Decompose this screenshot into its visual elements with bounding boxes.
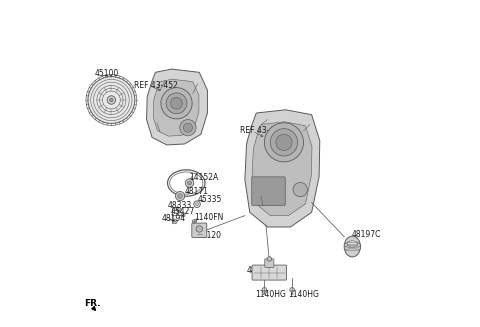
Text: 45427: 45427: [171, 207, 195, 216]
Circle shape: [107, 96, 116, 104]
Circle shape: [192, 219, 196, 223]
Circle shape: [276, 134, 292, 150]
Text: FR.: FR.: [84, 300, 101, 308]
FancyBboxPatch shape: [265, 259, 274, 267]
Circle shape: [195, 203, 199, 206]
Circle shape: [290, 287, 294, 292]
FancyBboxPatch shape: [192, 223, 207, 237]
Circle shape: [188, 181, 192, 185]
Polygon shape: [153, 79, 199, 136]
Polygon shape: [252, 122, 312, 215]
Circle shape: [173, 219, 177, 224]
Text: 48110A: 48110A: [247, 267, 276, 275]
Text: 45100: 45100: [95, 69, 120, 78]
Circle shape: [183, 123, 192, 132]
Text: 14152A: 14152A: [189, 173, 218, 182]
Text: 48120: 48120: [198, 231, 222, 240]
Circle shape: [177, 207, 181, 212]
Circle shape: [264, 123, 303, 162]
Text: REF 43-452: REF 43-452: [134, 81, 178, 90]
Text: 48333: 48333: [168, 201, 192, 210]
Circle shape: [180, 120, 196, 136]
Text: 48171: 48171: [185, 187, 209, 196]
Text: 48194: 48194: [161, 215, 185, 223]
Circle shape: [176, 192, 185, 201]
Text: REF 43-452: REF 43-452: [240, 127, 284, 135]
Circle shape: [293, 182, 307, 197]
Circle shape: [181, 213, 185, 217]
Circle shape: [267, 257, 272, 261]
Polygon shape: [245, 110, 320, 227]
Text: 1140FN: 1140FN: [194, 214, 223, 222]
FancyBboxPatch shape: [252, 265, 287, 280]
Circle shape: [166, 93, 187, 114]
Circle shape: [178, 194, 182, 198]
Circle shape: [262, 287, 267, 292]
Text: 48197C: 48197C: [351, 230, 381, 239]
Polygon shape: [146, 69, 207, 145]
Text: 45335: 45335: [198, 195, 222, 204]
Ellipse shape: [347, 241, 358, 247]
Circle shape: [196, 226, 203, 232]
Circle shape: [185, 179, 194, 187]
FancyBboxPatch shape: [252, 177, 285, 205]
Circle shape: [110, 98, 113, 102]
Circle shape: [88, 77, 135, 124]
Ellipse shape: [344, 236, 360, 257]
Circle shape: [270, 129, 298, 156]
Circle shape: [171, 97, 182, 109]
Text: 1140HG: 1140HG: [256, 290, 287, 299]
Circle shape: [161, 88, 192, 119]
Text: 1140HG: 1140HG: [288, 290, 319, 299]
